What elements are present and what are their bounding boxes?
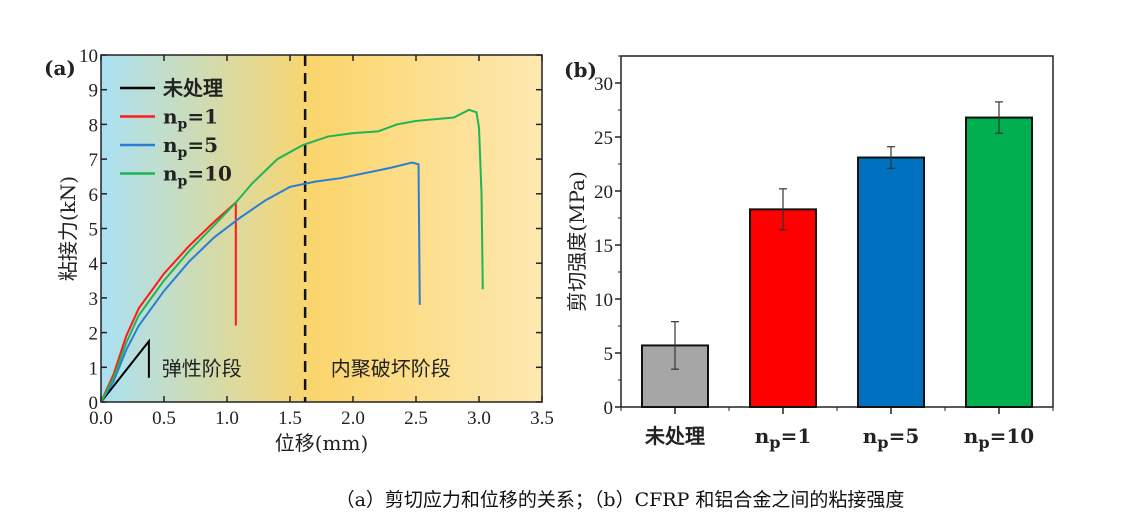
- x-tick-label: 0.5: [152, 408, 176, 429]
- legend-label: np=10: [163, 162, 232, 190]
- y-tick-label: 5: [604, 344, 614, 365]
- x-tick-label: 1.5: [278, 408, 302, 429]
- y-tick-label: 0: [604, 398, 614, 419]
- x-category-label: np=10: [964, 424, 1034, 452]
- x-tick-label: 0.0: [89, 408, 113, 429]
- legend-label: np=5: [163, 133, 218, 161]
- y-tick-label: 4: [89, 254, 99, 275]
- x-category-label: 未处理: [645, 424, 705, 448]
- legend-label: np=1: [163, 105, 218, 133]
- x-tick-label: 3.0: [467, 408, 491, 429]
- x-tick-label: 1.0: [215, 408, 239, 429]
- series-line-np5: [100, 161, 421, 403]
- y-tick-label: 5: [89, 220, 99, 241]
- chart-b-shear-strength: 0 5 10 15 20 25 30 未处理 np=1 np=5 np=10 (b) 剪切强度(MPa): [564, 55, 1054, 452]
- y-tick-label: 7: [89, 150, 99, 171]
- y-tick-label: 8: [89, 115, 99, 136]
- x-category-label: np=5: [863, 424, 920, 452]
- y-tick-label: 1: [89, 358, 99, 379]
- y-tick-label: 2: [89, 324, 99, 345]
- bar: [965, 116, 1033, 408]
- y-tick-label: 10: [79, 46, 98, 67]
- y-tick-label: 6: [89, 185, 99, 206]
- series-line-: [100, 338, 150, 403]
- bar: [857, 156, 925, 408]
- y-axis-label: 剪切强度(MPa): [565, 171, 589, 312]
- x-tick-label: 2.0: [341, 408, 365, 429]
- x-tick-label: 3.5: [530, 408, 554, 429]
- stage-annotation: 内聚破坏阶段: [331, 356, 451, 380]
- stage-annotation: 弹性阶段: [162, 356, 242, 380]
- series-line-np10: [100, 108, 484, 403]
- plot-background: [101, 55, 542, 402]
- panel-label: (b): [564, 58, 597, 82]
- y-tick-label: 3: [89, 289, 99, 310]
- figure-caption: （a）剪切应力和位移的关系；（b）CFRP 和铝合金之间的粘接强度: [336, 489, 905, 511]
- y-axis-label: 粘接力(kN): [56, 176, 80, 281]
- x-category-label: np=1: [755, 424, 812, 452]
- panel-label: (a): [44, 56, 76, 80]
- y-tick-label: 0: [89, 393, 99, 414]
- chart-a-force-displacement: 0.0 0.5 1.0 1.5 2.0 2.5 3.0 3.5 0 1 2 3 4 5 6 7 8 9 10 弹性阶段…: [44, 46, 554, 455]
- legend-label: 未处理: [163, 76, 223, 100]
- x-tick-label: 2.5: [404, 408, 428, 429]
- y-tick-label: 25: [594, 128, 613, 149]
- y-tick-label: 20: [594, 182, 613, 203]
- x-axis-label: 位移(mm): [275, 431, 369, 455]
- y-tick-label: 30: [594, 74, 613, 95]
- plot-frame: [100, 54, 543, 403]
- y-tick-label: 10: [594, 290, 613, 311]
- y-tick-label: 15: [594, 236, 613, 257]
- bar: [749, 208, 817, 408]
- y-tick-label: 9: [89, 81, 99, 102]
